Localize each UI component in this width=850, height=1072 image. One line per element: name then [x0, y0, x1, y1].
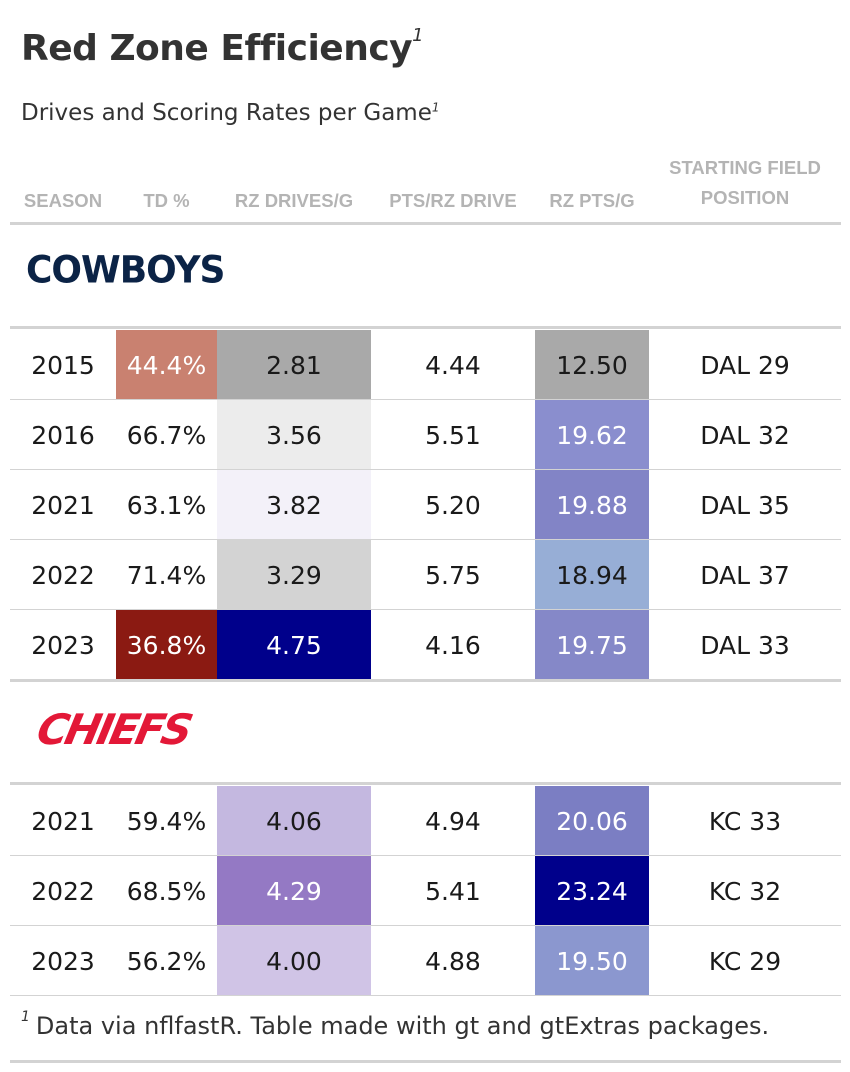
start-field-cell: KC 32 [708, 876, 782, 906]
footnote-rule [10, 1060, 841, 1063]
rz-pts-cell: 12.50 [535, 330, 649, 400]
rz-pts-cell: 23.24 [535, 856, 649, 926]
header-pts-per-drive-label: PTS/RZ DRIVE [389, 190, 517, 211]
table-bottom-rule [10, 995, 841, 996]
header-td-pct[interactable]: TD % [116, 150, 217, 216]
header-rz-drives-label: RZ DRIVES/G [234, 190, 354, 211]
start-field-cell: DAL 32 [700, 420, 790, 450]
season-cell: 2022 [31, 876, 95, 906]
start-field-cell: DAL 29 [700, 350, 790, 380]
rz-pts-cell: 18.94 [535, 540, 649, 610]
rz-drives-cell: 4.06 [217, 786, 371, 856]
header-start-field-line1: STARTING FIELD [669, 157, 821, 178]
rz-drives-cell: 4.29 [217, 856, 371, 926]
td-pct-cell: 68.5% [116, 856, 217, 926]
td-pct-cell: 36.8% [116, 610, 217, 680]
rz-pts-cell: 19.62 [535, 400, 649, 470]
start-field-cell: KC 29 [708, 946, 782, 976]
season-cell: 2021 [31, 806, 95, 836]
rz-drives-cell: 2.81 [217, 330, 371, 400]
header-start-field-line2: POSITION [700, 187, 790, 208]
footnote-mark: 1 [21, 1009, 30, 1025]
td-pct-cell: 56.2% [116, 926, 217, 996]
title-text: Red Zone Efficiency [21, 28, 413, 69]
season-cell: 2015 [31, 350, 95, 380]
pts-per-drive-cell: 5.75 [425, 560, 481, 590]
pts-per-drive-cell: 4.16 [425, 630, 481, 660]
td-pct-cell: 63.1% [116, 470, 217, 540]
pts-per-drive-cell: 4.88 [425, 946, 481, 976]
cowboys-logo: COWBOYS [26, 248, 225, 293]
start-field-cell: DAL 35 [700, 490, 790, 520]
subtitle-text: Drives and Scoring Rates per Game [21, 100, 432, 126]
start-field-cell: KC 33 [708, 806, 782, 836]
row-divider [10, 609, 841, 610]
start-field-cell: DAL 37 [700, 560, 790, 590]
table-row: 2021 63.1% 3.82 5.20 19.88 DAL 35 [10, 470, 841, 540]
table-row: 2022 71.4% 3.29 5.75 18.94 DAL 37 [10, 540, 841, 610]
header-rz-pts[interactable]: RZ PTS/G [535, 150, 649, 216]
table-row: 2021 59.4% 4.06 4.94 20.06 KC 33 [10, 786, 841, 856]
row-divider [10, 925, 841, 926]
season-cell: 2023 [31, 946, 95, 976]
season-cell: 2022 [31, 560, 95, 590]
rz-drives-cell: 4.00 [217, 926, 371, 996]
rz-pts-cell: 19.50 [535, 926, 649, 996]
td-pct-cell: 44.4% [116, 330, 217, 400]
header-rz-pts-label: RZ PTS/G [549, 190, 635, 211]
chiefs-logo: CHIEFS [32, 705, 195, 754]
table-row: 2023 56.2% 4.00 4.88 19.50 KC 29 [10, 926, 841, 996]
rz-drives-cell: 3.29 [217, 540, 371, 610]
footnote: 1 Data via nflfastR. Table made with gt a… [21, 1009, 770, 1040]
td-pct-cell: 66.7% [116, 400, 217, 470]
rz-drives-cell: 3.56 [217, 400, 371, 470]
rz-drives-cell: 4.75 [217, 610, 371, 680]
cowboys-group-rule [10, 326, 841, 329]
chiefs-group-rule [10, 782, 841, 785]
header-pts-per-drive[interactable]: PTS/RZ DRIVE [371, 150, 535, 216]
header-rz-drives[interactable]: RZ DRIVES/G [217, 150, 371, 216]
table-row: 2022 68.5% 4.29 5.41 23.24 KC 32 [10, 856, 841, 926]
td-pct-cell: 59.4% [116, 786, 217, 856]
row-divider [10, 855, 841, 856]
pts-per-drive-cell: 5.51 [425, 420, 481, 450]
row-divider [10, 399, 841, 400]
table-subtitle: Drives and Scoring Rates per Game1 [21, 100, 440, 126]
season-cell: 2023 [31, 630, 95, 660]
season-cell: 2021 [31, 490, 95, 520]
title-footnote-mark: 1 [412, 25, 424, 46]
row-divider [10, 539, 841, 540]
pts-per-drive-cell: 4.94 [425, 806, 481, 836]
footnote-text: Data via nflfastR. Table made with gt an… [35, 1012, 770, 1040]
cowboys-bottom-rule [10, 679, 841, 682]
rz-drives-cell: 3.82 [217, 470, 371, 540]
rz-pts-cell: 19.75 [535, 610, 649, 680]
header-td-pct-label: TD % [143, 190, 190, 211]
rz-pts-cell: 20.06 [535, 786, 649, 856]
start-field-cell: DAL 33 [700, 630, 790, 660]
rz-pts-cell: 19.88 [535, 470, 649, 540]
table-row: 2023 36.8% 4.75 4.16 19.75 DAL 33 [10, 610, 841, 680]
pts-per-drive-cell: 5.41 [425, 876, 481, 906]
header-rule [10, 222, 841, 225]
row-divider [10, 469, 841, 470]
table-row: 2015 44.4% 2.81 4.44 12.50 DAL 29 [10, 330, 841, 400]
subtitle-footnote-mark: 1 [431, 100, 440, 115]
pts-per-drive-cell: 5.20 [425, 490, 481, 520]
td-pct-cell: 71.4% [116, 540, 217, 610]
table-row: 2016 66.7% 3.56 5.51 19.62 DAL 32 [10, 400, 841, 470]
season-cell: 2016 [31, 420, 95, 450]
pts-per-drive-cell: 4.44 [425, 350, 481, 380]
header-season[interactable]: SEASON [10, 150, 116, 216]
header-start-field[interactable]: STARTING FIELD POSITION [649, 150, 841, 216]
table-title: Red Zone Efficiency1 [21, 25, 424, 69]
header-season-label: SEASON [23, 190, 103, 211]
